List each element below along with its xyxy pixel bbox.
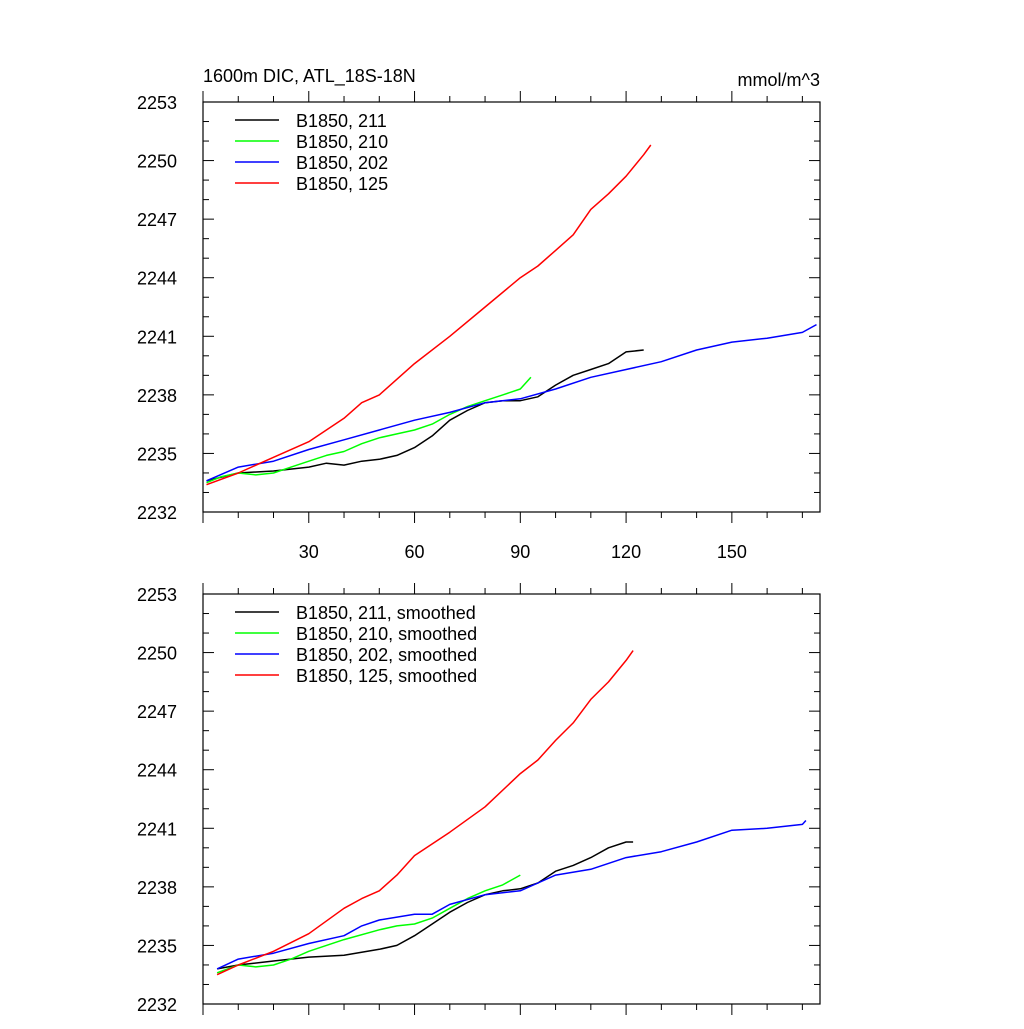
y-tick-label: 2238 bbox=[137, 386, 177, 406]
title-right: mmol/m^3 bbox=[738, 70, 820, 90]
y-tick-label: 2250 bbox=[137, 644, 177, 664]
legend-label: B1850, 211 bbox=[296, 111, 387, 131]
y-tick-label: 2244 bbox=[137, 269, 177, 289]
series-line bbox=[216, 841, 634, 970]
panel-bottom: 2232 2235 2238 2241 2244 2247 2250 2253 B1850, 2… bbox=[137, 583, 821, 1015]
title-left: 1600m DIC, ATL_18S-18N bbox=[203, 66, 416, 87]
x-tick-label: 120 bbox=[611, 542, 641, 562]
legend-label: B1850, 125, smoothed bbox=[296, 666, 477, 686]
series-line bbox=[216, 819, 807, 970]
plot-frame bbox=[202, 101, 821, 513]
series-line bbox=[216, 874, 521, 974]
y-tick-label: 2247 bbox=[137, 702, 177, 722]
x-tick-label: 150 bbox=[717, 542, 747, 562]
x-tick-label: 30 bbox=[299, 542, 319, 562]
y-tick-label: 2238 bbox=[137, 878, 177, 898]
y-tick-label: 2241 bbox=[137, 819, 177, 839]
y-tick-label: 2241 bbox=[137, 327, 177, 347]
legend-label: B1850, 202 bbox=[296, 153, 388, 173]
plot-frame bbox=[202, 593, 821, 1005]
legend-label: B1850, 202, smoothed bbox=[296, 645, 477, 665]
legend-label: B1850, 211, smoothed bbox=[296, 603, 476, 623]
panel-top: 1600m DIC, ATL_18S-18N mmol/m^3 2232 2235… bbox=[137, 66, 821, 562]
y-tick-label: 2232 bbox=[137, 995, 177, 1015]
series-line bbox=[206, 323, 817, 482]
x-tick-label: 60 bbox=[405, 542, 425, 562]
y-tick-label: 2253 bbox=[137, 93, 177, 113]
y-tick-label: 2253 bbox=[137, 585, 177, 605]
legend-label: B1850, 125 bbox=[296, 174, 388, 194]
series-line bbox=[206, 349, 644, 482]
series-line bbox=[206, 144, 652, 486]
y-tick-label: 2235 bbox=[137, 444, 177, 464]
series-line bbox=[206, 376, 532, 484]
y-tick-label: 2250 bbox=[137, 152, 177, 172]
y-tick-label: 2247 bbox=[137, 210, 177, 230]
legend-label: B1850, 210 bbox=[296, 132, 388, 152]
y-tick-label: 2244 bbox=[137, 761, 177, 781]
y-tick-label: 2232 bbox=[137, 503, 177, 523]
x-tick-label: 90 bbox=[510, 542, 530, 562]
series-line bbox=[216, 650, 634, 976]
legend-label: B1850, 210, smoothed bbox=[296, 624, 477, 644]
y-tick-label: 2235 bbox=[137, 936, 177, 956]
